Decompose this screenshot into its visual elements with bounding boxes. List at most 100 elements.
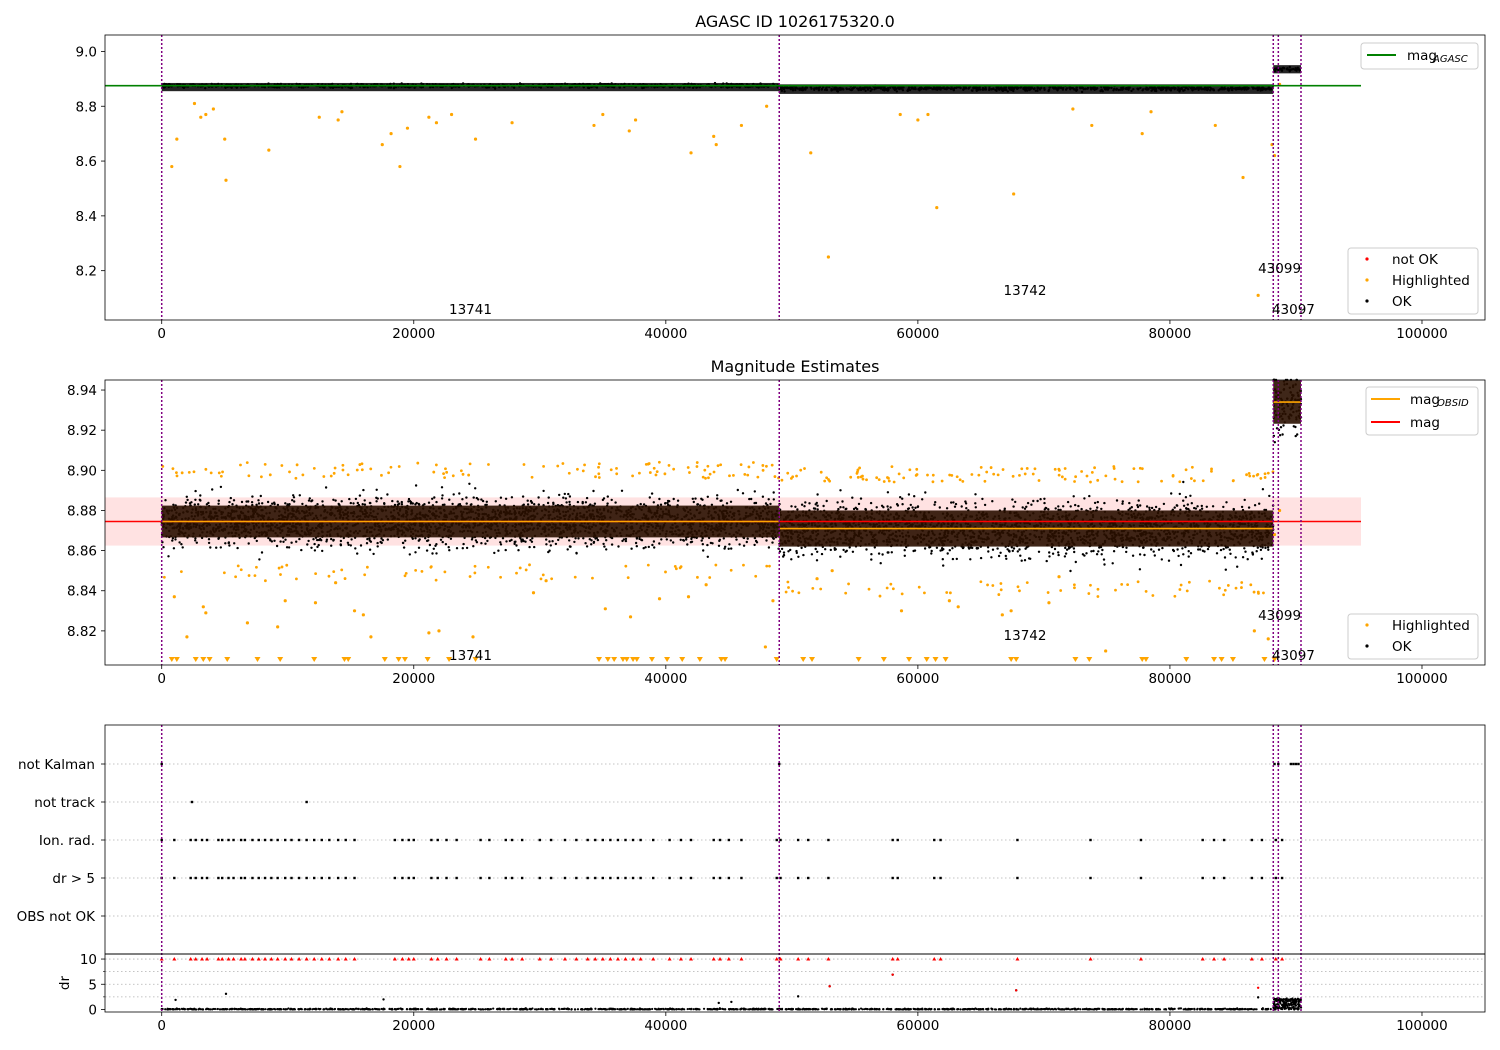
ok-point [417,546,421,549]
ok-point [728,543,731,546]
ok-point [720,499,723,502]
ok-point [738,543,741,546]
ok-point [284,502,287,505]
ok-point [257,502,261,505]
ok-point [722,537,725,540]
highlighted-point [510,121,514,125]
ok-point [548,549,551,552]
ok-point [566,548,569,551]
ok-point [658,542,661,545]
ok-point [568,500,571,504]
ok-point [605,539,608,542]
ok-point [771,541,774,544]
ok-point [592,541,595,544]
ok-point [306,543,309,546]
ok-point [386,493,389,496]
highlighted-point [1140,132,1144,136]
legend-mag-sub: AGASC [1432,54,1468,65]
ok-point [1234,556,1237,559]
highlighted-point [175,137,179,141]
ok-point [219,485,223,489]
ok-point [219,546,222,549]
ok-point [307,539,310,543]
ok-point [610,543,614,546]
ok-point [672,541,675,544]
ok-point [520,538,523,542]
ok-point [546,501,550,505]
ok-point [635,537,639,540]
ok-point [505,540,508,543]
ok-point [435,500,438,504]
ok-point [545,538,548,541]
ok-point [435,552,438,555]
ok-point [582,537,585,540]
ok-point [472,545,475,548]
ok-point [700,497,703,500]
ok-point [273,502,276,506]
ok-point [711,542,714,545]
ok-point [197,503,200,506]
highlighted-point [809,151,813,155]
ok-point [706,555,709,558]
ok-point [696,503,700,506]
ok-point [1011,549,1014,553]
ok-point [486,539,489,543]
ok-point [1016,550,1019,553]
highlighted-point [714,143,718,147]
ok-point [593,502,597,505]
highlighted-point [1241,175,1245,180]
panel1-obsid-labels: 13741 13742 43099 43097 [449,261,1315,318]
ok-point [402,546,406,549]
ok-point [617,545,620,548]
ok-point [1187,555,1190,558]
ok-point [354,547,357,550]
ok-point [755,541,759,544]
obsid-label-13742: 13742 [1004,283,1047,299]
ok-point [746,537,749,540]
ok-point [772,498,775,501]
ok-point [537,496,540,499]
ok-point [259,494,262,498]
ok-point [1187,550,1190,553]
ok-point [290,541,293,544]
ok-point [186,498,189,502]
ok-point [279,540,282,543]
ok-point [568,503,571,506]
ok-point [229,496,232,500]
ok-point [890,551,893,554]
ok-point [991,548,995,551]
ok-point [761,495,765,498]
ok-point [194,489,197,493]
ok-point [293,500,296,503]
ok-point [529,499,533,503]
ok-point [462,542,465,546]
ok-point [255,539,258,543]
ok-point [258,558,261,561]
ok-point [404,539,407,542]
ok-point [568,539,571,542]
ok-point [350,538,353,541]
ok-point [451,502,454,506]
ok-point [754,501,758,505]
ok-point [375,500,378,503]
ok-point [232,499,236,502]
ok-point [162,546,165,549]
ok-point [610,498,613,502]
panel2-title: Magnitude Estimates [711,357,880,376]
ok-point [765,539,768,542]
ok-point [592,489,595,493]
ok-point [1069,505,1072,508]
ok-point [630,547,633,550]
panel1-xtick-label: 60000 [896,326,939,342]
ok-point [284,538,287,541]
highlighted-point [592,123,596,128]
ok-point [440,497,444,500]
highlighted-point [689,151,693,155]
ok-point [307,499,311,502]
ok-point [194,539,197,542]
ok-point [448,498,451,501]
ok-point [1229,552,1232,555]
ok-point [590,543,593,546]
ok-point [700,539,703,542]
ok-point [470,538,474,541]
